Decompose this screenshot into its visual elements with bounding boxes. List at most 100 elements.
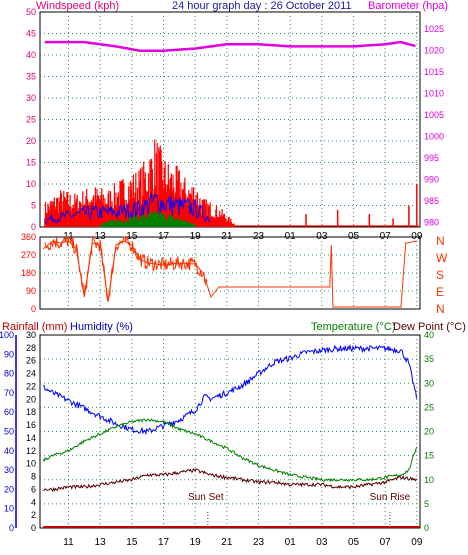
windavg-series [44,192,211,224]
time-tick-label-wind: 21 [221,231,233,242]
time-tick-label-wind: 19 [190,231,202,242]
barometer-series [44,40,416,52]
rainfall-tick-label: 8 [31,472,36,482]
tick-label-layer: 1111131315151717191921212323010103030505… [0,7,448,548]
barometer-tick-label: 985 [424,196,439,206]
time-tick-label-weather: 07 [380,537,392,548]
direction-tick-label: 90 [26,286,36,296]
temperature-tick-label: 5 [424,499,429,509]
time-tick-label-weather: 21 [221,537,233,548]
rainfall-tick-label: 24 [26,369,36,379]
windspeed-tick-label: 20 [26,136,36,146]
humidity-tick-label: 80 [4,369,14,379]
compass-letter: S [436,268,444,282]
rainfall-tick-label: 30 [26,330,36,340]
dewpoint-axis-title: Dew Point (°C) [393,321,466,333]
time-tick-label-wind: 05 [348,231,360,242]
temperature-tick-label: 15 [424,451,434,461]
humidity-series [42,343,417,436]
barometer-tick-label: 1005 [424,110,444,120]
time-tick-label-wind: 17 [158,231,170,242]
time-tick-label-wind: 15 [126,231,138,242]
barometer-tick-label: 980 [424,218,439,228]
time-tick-label-weather: 11 [63,537,74,548]
compass-letter: N [436,234,445,248]
temperature-tick-label: 0 [424,523,429,533]
rainfall-tick-label: 18 [26,407,36,417]
windspeed-tick-label: 5 [31,201,36,211]
barometer-tick-label: 990 [424,175,439,185]
time-tick-label-wind: 03 [316,231,328,242]
barometer-tick-label: 1025 [424,24,444,34]
compass-letter: E [436,285,444,299]
direction-tick-label: 360 [21,232,36,242]
temperature-tick-label: 40 [424,330,434,340]
chart-title: 24 hour graph day : 26 October 2011 [172,0,352,12]
temperature-tick-label: 10 [424,475,434,485]
temperature-series [42,418,417,483]
time-tick-label-weather: 13 [95,537,107,548]
windspeed-tick-label: 10 [26,179,36,189]
time-tick-label-weather: 03 [316,537,328,548]
humidity-tick-label: 50 [4,427,14,437]
temperature-tick-label: 30 [424,378,434,388]
barometer-tick-label: 995 [424,153,439,163]
barometer-tick-label: 1020 [424,46,444,56]
temperature-tick-label: 20 [424,427,434,437]
direction-series [44,235,208,302]
rainfall-tick-label: 26 [26,356,36,366]
direction-tick-label: 0 [31,304,36,314]
humidity-tick-label: 100 [0,330,14,340]
sunset-label: Sun Set [188,492,224,503]
compass-letter: N [436,302,445,316]
humidity-axis-title: Humidity (%) [70,321,133,333]
rainfall-tick-label: 20 [26,394,36,404]
time-tick-label-wind: 23 [253,231,265,242]
dewpoint-series [42,467,417,493]
temperature-tick-label: 25 [424,402,434,412]
series-layer [42,40,420,528]
windspeed-tick-label: 15 [26,158,36,168]
time-tick-label-weather: 05 [348,537,360,548]
rainfall-axis-title: Rainfall (mm) [2,321,67,333]
humidity-tick-label: 30 [4,465,14,475]
barometer-tick-label: 1000 [424,132,444,142]
annotation-layer: Sun Set Sun Rise [188,492,411,528]
barometer-tick-label: 1010 [424,89,444,99]
windspeed-tick-label: 30 [26,93,36,103]
windspeed-axis-title: Windspeed (kph) [36,0,119,12]
time-tick-label-weather: 17 [158,537,170,548]
windspeed-series [99,210,196,227]
humidity-tick-label: 10 [4,504,14,514]
humidity-tick-label: 20 [4,484,14,494]
rainfall-tick-label: 4 [31,497,36,507]
compass-letter: W [436,251,448,265]
windspeed-tick-label: 40 [26,50,36,60]
windspeed-tick-label: 25 [26,115,36,125]
time-tick-label-weather: 23 [253,537,265,548]
rainfall-tick-label: 16 [26,420,36,430]
temperature-axis-title: Temperature (°C) [311,321,395,333]
time-tick-label-wind: 09 [411,231,423,242]
rainfall-tick-label: 22 [26,381,36,391]
barometer-tick-label: 1015 [424,67,444,77]
humidity-tick-label: 0 [9,523,14,533]
time-tick-label-weather: 09 [411,537,423,548]
windspeed-tick-label: 50 [26,7,36,17]
time-tick-label-weather: 01 [285,537,297,548]
humidity-tick-label: 40 [4,446,14,456]
time-tick-label-wind: 13 [95,231,107,242]
rainfall-tick-label: 6 [31,484,36,494]
direction-tick-label: 270 [21,250,36,260]
barometer-axis-title: Barometer (hpa) [368,0,448,12]
time-tick-label-wind: 07 [380,231,392,242]
windspeed-tick-label: 0 [31,222,36,232]
rainfall-tick-label: 0 [31,523,36,533]
time-tick-label-weather: 19 [190,537,202,548]
humidity-tick-label: 70 [4,388,14,398]
rainfall-tick-label: 12 [26,446,36,456]
humidity-tick-label: 60 [4,407,14,417]
windspeed-tick-label: 35 [26,72,36,82]
time-tick-label-wind: 01 [285,231,297,242]
